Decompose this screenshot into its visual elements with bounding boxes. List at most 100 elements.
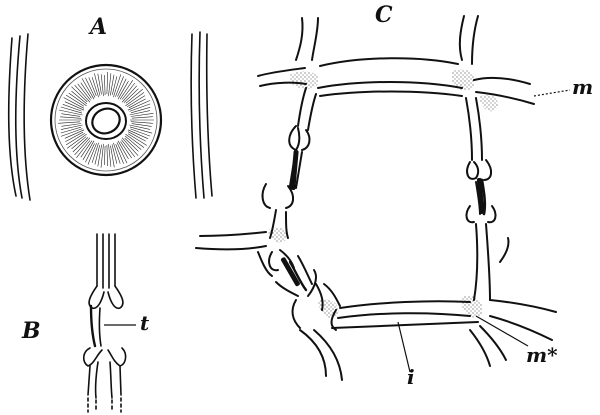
pit-hatch-line (81, 78, 95, 100)
label-i-leader (397, 321, 411, 373)
pit-hatch-line (65, 132, 85, 146)
pit-hatch-line (117, 78, 127, 97)
pit-hatch-line (63, 97, 85, 109)
pit-hatch-line (125, 133, 145, 148)
pit-hatch-line (106, 71, 108, 95)
pit-hatch-line (72, 137, 89, 153)
pit-hatch-line (129, 110, 151, 116)
pit-hatch-line (110, 74, 115, 96)
pit-hatch-line (127, 133, 147, 146)
pit-hatch-line (125, 135, 142, 150)
pit-hatch-line (91, 77, 99, 98)
panel-a: A (7, 14, 213, 201)
pit-hatch-line (88, 77, 97, 97)
pit-hatch-line (104, 74, 106, 96)
label-m: m (572, 75, 593, 99)
pit-hatch-line (130, 113, 154, 117)
pit-hatch-line (71, 136, 87, 150)
pit-hatch-line (117, 80, 129, 100)
pit-hatch-line (67, 133, 87, 149)
label-m-star-leader (475, 315, 529, 347)
label-t: t (140, 311, 150, 335)
pit-hatch-line (76, 140, 91, 158)
pit-hatch-line (127, 131, 146, 142)
pit-hatch-line (97, 144, 102, 167)
pit-hatch-line (108, 143, 112, 167)
pit-hatch-line (119, 80, 134, 100)
pit-hatch-line (130, 107, 151, 114)
pit-hatch-line (87, 143, 97, 165)
pit-hatch-line (60, 128, 83, 137)
pit-hatch-line (129, 103, 151, 112)
middle-lamella-stipple (268, 69, 498, 319)
pit-hatch-line (116, 142, 128, 164)
label-i: i (407, 365, 415, 389)
panel-a-label: A (88, 14, 107, 40)
pit-hatch-line (115, 76, 124, 97)
pit-hatch-line (113, 74, 122, 98)
pit-hatch-line (131, 123, 152, 127)
pit-hatch-line (62, 104, 82, 112)
panel-c-leaders (397, 89, 571, 373)
cell-walls (195, 15, 557, 381)
pit-hatch-line (65, 131, 84, 142)
pit-hatch-line (91, 142, 99, 163)
pit-hatch-line (127, 95, 146, 108)
panel-c: m m* i C (195, 2, 593, 389)
pit-hatch-line (60, 126, 82, 134)
pit-hatch-line (58, 109, 83, 116)
pit-hatch-line (100, 74, 104, 97)
pit-hatch-line (129, 126, 153, 134)
panel-c-label: C (375, 2, 393, 28)
pit-hatch-line (130, 128, 151, 137)
pit-hatch-line (115, 143, 124, 164)
pit-hatch-line (65, 94, 85, 107)
pit-hatch-line (130, 121, 153, 124)
pit-hatch-line (61, 113, 81, 117)
pit-hatch-line (125, 92, 145, 107)
pit-hatch-line (121, 137, 139, 156)
pit-hatch-line (82, 140, 95, 160)
pit-hatch-line (121, 85, 138, 103)
pit-hatch-line (97, 73, 102, 95)
pit-hatch-line (113, 142, 121, 164)
panel-b-label: B (21, 318, 41, 344)
pit-hatch-line (94, 73, 101, 96)
pit-hatch-line (117, 140, 129, 160)
pit-hatch-line (60, 106, 83, 114)
pit-hatch-line (125, 88, 143, 104)
pit-hatch-line (110, 145, 115, 168)
pit-hatch-line (124, 137, 139, 152)
pit-hatch-line (71, 86, 88, 103)
panel-a-left-wall (7, 33, 31, 201)
pit-hatch-line (106, 144, 108, 167)
pit-hatch-line (104, 145, 106, 166)
pit-hatch-line (60, 124, 83, 130)
pit-hatch-line (123, 88, 139, 103)
pit-hatch-line (74, 137, 91, 156)
pit-hatch-line (111, 144, 118, 164)
pit-hatch-line (77, 83, 91, 101)
torus-beads (281, 150, 485, 287)
pit-hatch-line (74, 84, 91, 103)
pit-hatch-line (112, 76, 118, 95)
panel-a-right-wall (190, 31, 213, 199)
panel-b-dashed-ends (87, 397, 122, 413)
bordered-pit-disc (49, 63, 163, 177)
pit-hatch-line (64, 129, 85, 139)
pit-hatch-line (127, 100, 151, 111)
panel-b-section (82, 233, 127, 399)
pit-hatch-line (127, 129, 149, 139)
pit-hatch-line (68, 92, 87, 107)
panel-b: t B (21, 233, 150, 413)
label-m-leader (533, 89, 571, 97)
pit-hatch-line (131, 116, 153, 119)
label-m-star: m* (526, 343, 558, 367)
pit-hatch-line (129, 124, 151, 130)
pit-hatch-line (64, 101, 85, 111)
pit-hatch-line (60, 116, 82, 119)
pit-hatch-line (128, 98, 146, 109)
pit-hatch-line (80, 82, 92, 99)
